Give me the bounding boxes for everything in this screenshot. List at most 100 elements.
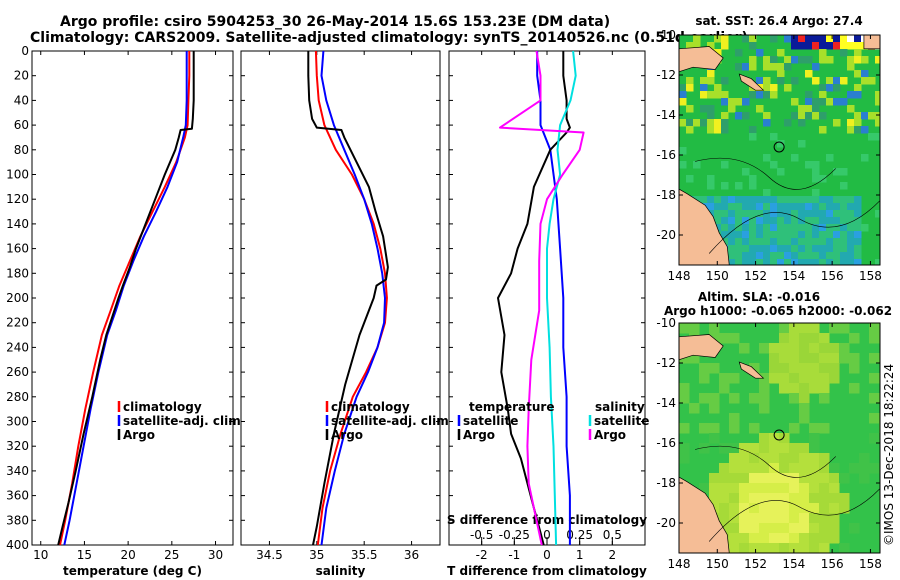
map-cell	[749, 533, 760, 544]
map-cell	[868, 77, 876, 85]
map-cell	[829, 473, 840, 484]
map-cell	[763, 231, 771, 239]
y-tick-label: 200	[6, 291, 29, 305]
map-cell	[759, 543, 770, 553]
map-cell	[709, 433, 720, 444]
map-cell	[686, 126, 694, 134]
x-tick-label: 34.5	[256, 548, 283, 562]
map-cell	[763, 196, 771, 204]
map-cell	[839, 343, 850, 354]
map-x-tick-label: 158	[859, 557, 882, 571]
map-cell	[759, 373, 770, 384]
map-cell	[763, 56, 771, 64]
x-tick-label: 2	[609, 548, 617, 562]
map-cell	[789, 343, 800, 354]
y-tick-label: 400	[6, 538, 29, 552]
map-cell	[805, 196, 813, 204]
map-cell	[784, 84, 792, 92]
map-cell	[799, 413, 810, 424]
map-cell	[847, 105, 855, 113]
y-tick-label: 240	[6, 340, 29, 354]
y-tick-label: 280	[6, 390, 29, 404]
map-cell	[809, 383, 820, 394]
map-cell	[789, 463, 800, 474]
series-line-satellite-adj-clim-	[320, 50, 386, 546]
map-cell	[805, 224, 813, 232]
map-cell	[819, 503, 830, 514]
map-cell	[763, 259, 771, 265]
map-cell	[770, 252, 778, 260]
map-y-tick-label: -20	[656, 228, 676, 242]
y-tick-label: 340	[6, 464, 29, 478]
s-axis-label: S difference from climatology	[447, 513, 647, 527]
map-cell	[770, 210, 778, 218]
map-cell	[700, 84, 708, 92]
map-cell	[812, 203, 820, 211]
map-cell	[759, 453, 770, 464]
map-cell	[840, 238, 848, 246]
map-cell	[729, 413, 740, 424]
map-cell	[759, 503, 770, 514]
map-cell	[854, 49, 862, 57]
map-cell	[770, 224, 778, 232]
map-cell	[819, 513, 830, 524]
map-cell	[789, 473, 800, 484]
map-cell	[799, 343, 810, 354]
map-cell	[721, 77, 729, 85]
map-cell	[826, 77, 834, 85]
series-line-temperature-argo	[497, 51, 571, 546]
map-cell	[769, 353, 780, 364]
map-cell	[812, 105, 820, 113]
map-cell	[721, 42, 729, 50]
map-cell	[735, 259, 743, 265]
map-cell	[840, 77, 848, 85]
map-cell	[805, 105, 813, 113]
map-y-tick-label: -14	[656, 108, 676, 122]
map-cell	[819, 245, 827, 253]
map-cell	[779, 323, 790, 334]
map-cell	[819, 98, 827, 106]
map-cell	[699, 443, 710, 454]
map-cell	[789, 513, 800, 524]
y-tick-label: 220	[6, 316, 29, 330]
profile-location-marker	[773, 429, 785, 441]
map-cell	[854, 245, 862, 253]
map-cell	[759, 533, 770, 544]
legend-label: satellite-adj. clim.	[331, 414, 453, 428]
map-cell	[759, 403, 770, 414]
map-cell	[779, 523, 790, 534]
map-cell	[839, 473, 850, 484]
y-tick-label: 300	[6, 415, 29, 429]
map-cell	[839, 543, 850, 553]
map-cell	[826, 252, 834, 260]
map-cell	[791, 245, 799, 253]
map-cell	[707, 126, 715, 134]
map-cell	[854, 231, 862, 239]
map-cell	[763, 77, 771, 85]
map-cell	[709, 403, 720, 414]
map-cell	[840, 245, 848, 253]
map-cell	[777, 77, 785, 85]
map-cell	[829, 513, 840, 524]
map-cell	[770, 259, 778, 265]
map-cell	[763, 91, 771, 99]
legend-label: satellite	[594, 414, 649, 428]
plot-frame	[31, 50, 234, 546]
map-cell	[770, 217, 778, 225]
map-cell	[819, 210, 827, 218]
map-cell	[809, 423, 820, 434]
map-cell	[679, 161, 687, 169]
map-cell	[861, 154, 869, 162]
map-cell	[833, 168, 841, 176]
map-cell	[749, 453, 760, 464]
map-cell	[742, 224, 750, 232]
map-cell	[789, 363, 800, 374]
map-cell	[759, 383, 770, 394]
map-cell	[847, 238, 855, 246]
map-cell	[769, 443, 780, 454]
map-cell	[784, 35, 792, 43]
map-cell	[840, 252, 848, 260]
map-cell	[742, 98, 750, 106]
map-cell	[869, 323, 880, 334]
map-cell	[819, 196, 827, 204]
